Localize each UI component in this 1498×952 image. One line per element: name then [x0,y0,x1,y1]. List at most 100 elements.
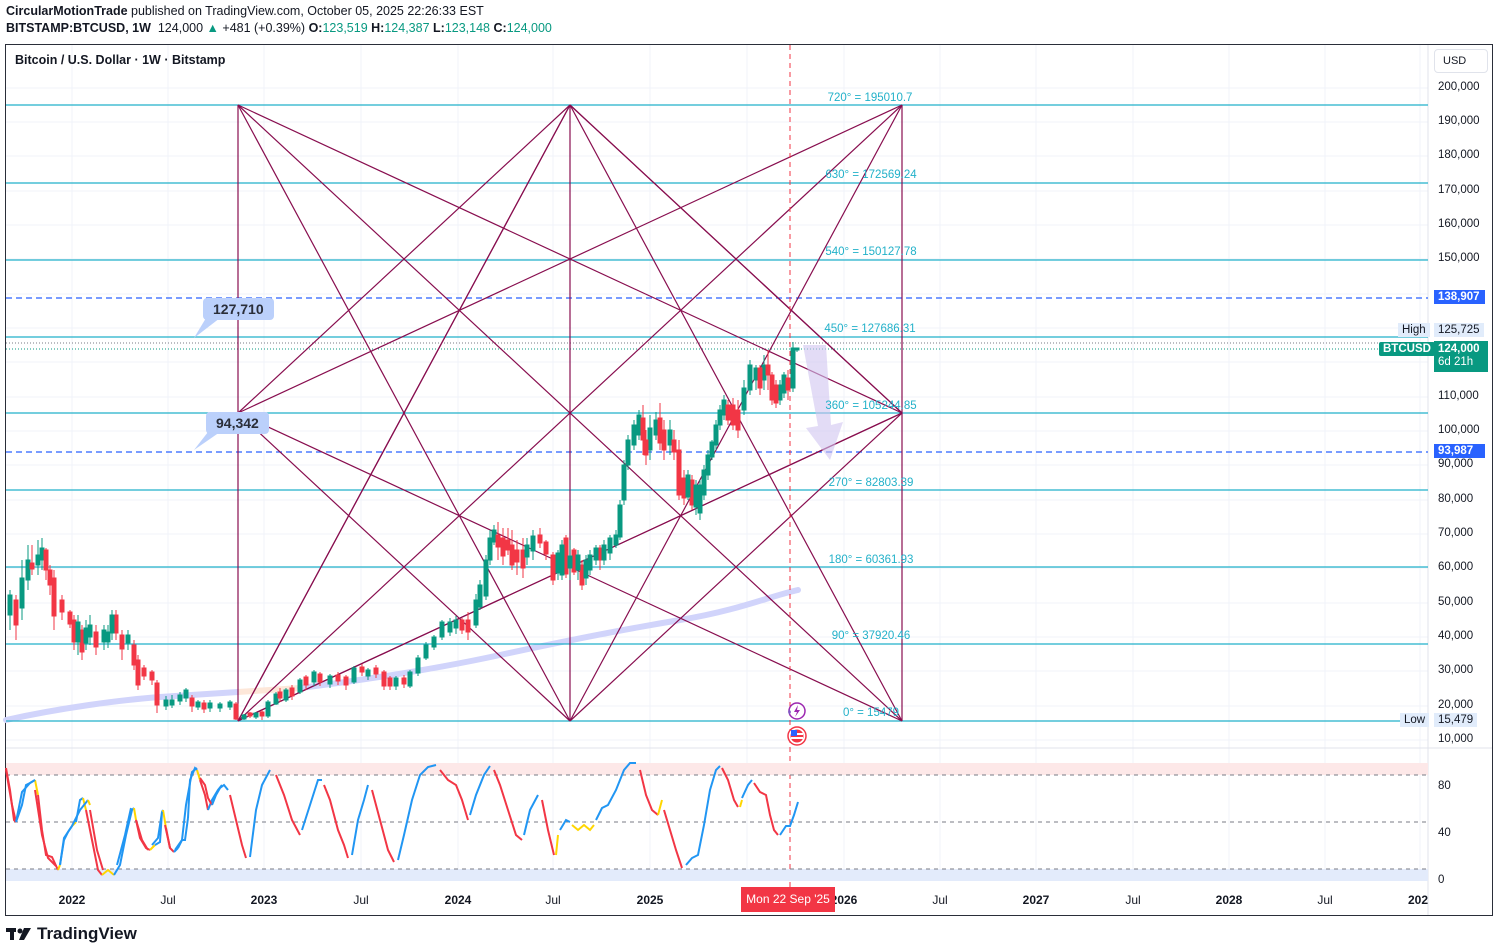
osc-seg [15,779,36,823]
price-change: +481 (+0.39%) [222,21,306,35]
osc-seg [199,777,213,806]
osc-seg [493,769,523,841]
last-price-value: 124,000 [1438,343,1480,355]
moving-average-line [3,689,241,723]
high-label-tag: High [1398,323,1430,337]
osc-seg [89,809,104,871]
osc-seg [211,783,229,806]
price-tick: 20,000 [1438,699,1474,711]
time-tick: Jul [932,893,948,907]
price-tick: 110,000 [1438,390,1479,402]
time-tick: 2028 [1215,893,1243,907]
low-label: L: [433,21,445,35]
time-tick: Jul [545,893,561,907]
osc-seg [555,834,559,856]
low-value-tag: 15,479 [1434,713,1478,727]
osc-seg [275,774,301,836]
time-tick: 2027 [1022,893,1050,907]
osc-seg [523,794,539,836]
open-value: 123,519 [322,21,368,35]
gann-level-label: 360° = 105244.85 [825,400,917,412]
price-tick: 180,000 [1438,149,1480,161]
tradingview-logo-icon [6,928,31,940]
low-label-tag: Low [1400,713,1430,727]
symbol-tag: BTCUSD [1379,342,1435,356]
time-tick: 2022 [58,893,86,907]
price-tick: 70,000 [1438,527,1474,539]
osc-seg [657,799,663,816]
osc-seg [135,819,149,851]
osc-seg [571,823,595,832]
gann-level-label: 0° = 15479 [842,707,900,719]
moving-average-line-2 [297,587,801,691]
osc-seg [151,811,163,846]
currency-button[interactable]: USD [1434,49,1488,73]
osc-seg [721,767,739,808]
osc-seg [249,769,271,858]
low-value: 123,148 [444,21,491,35]
osc-seg [663,809,683,869]
time-tick: Jul [1125,893,1141,907]
osc-seg [5,769,17,823]
osc-seg [174,767,198,851]
gann-levels [6,104,1428,722]
triangle-up-icon: ▲ [206,21,219,35]
gann-level-label: 540° = 150127.78 [825,246,917,258]
price-tick: 170,000 [1438,184,1480,196]
oversold-band [6,869,1428,881]
osc-tick: 40 [1438,827,1451,839]
published-text: published on TradingView.com, October 05… [127,4,484,18]
osc-seg [753,782,779,836]
candlesticks [7,342,800,720]
time-tick: 202 [1407,893,1429,907]
osc-guides [6,774,1428,870]
high-value: 124,387 [384,21,430,35]
price-tick: 30,000 [1438,664,1474,676]
gann-level-label: 450° = 127686.31 [824,323,916,335]
close-label: C: [493,21,507,35]
price-tick: 60,000 [1438,561,1474,573]
bar-countdown: 6d 21h [1438,356,1474,368]
open-label: O: [308,21,323,35]
osc-seg [559,818,571,831]
osc-seg [371,789,395,863]
us-flag-event-icon[interactable] [785,725,809,747]
publish-info: CircularMotionTrade published on Trading… [6,4,484,18]
osc-tick: 0 [1438,874,1445,886]
symbol-info: BITSTAMP:BTCUSD, 1W 124,000 ▲ +481 (+0.3… [6,21,552,35]
osc-seg [116,807,132,866]
gann-level-label: 180° = 60361.93 [828,554,914,566]
tradingview-logo[interactable]: TradingView [6,924,137,944]
price-callout-upper[interactable]: 127,710 [203,298,274,320]
high-label: H: [371,21,385,35]
gann-level-label: 270° = 82803.39 [828,477,914,489]
osc-seg [541,799,555,856]
price-tick: 100,000 [1438,424,1480,436]
osc-seg [639,769,659,816]
alert-price-tag-lower[interactable]: 93,987 [1434,444,1485,458]
osc-seg [779,801,799,836]
osc-seg [741,779,753,799]
last-price-tag: 124,000 6d 21h [1434,341,1488,372]
osc-seg [439,769,469,821]
lightning-event-icon[interactable] [784,700,810,722]
time-tick: 2024 [444,893,472,907]
osc-seg [469,765,491,816]
time-tick: 2025 [636,893,664,907]
price-callout-lower[interactable]: 94,342 [206,412,269,434]
osc-seg [595,762,636,821]
high-value-tag: 125,725 [1434,323,1484,337]
osc-seg [351,784,369,856]
osc-seg [59,799,89,866]
alert-price-tag-upper[interactable]: 138,907 [1434,290,1485,304]
time-tick: Jul [1317,893,1333,907]
author-name[interactable]: CircularMotionTrade [6,4,128,18]
price-tick: 200,000 [1438,81,1480,93]
osc-seg [87,799,91,806]
osc-seg [323,784,349,859]
last-price: 124,000 [157,21,204,35]
osc-seg [739,799,743,808]
projection-arrow[interactable] [803,345,843,460]
price-tick: 190,000 [1438,115,1480,127]
